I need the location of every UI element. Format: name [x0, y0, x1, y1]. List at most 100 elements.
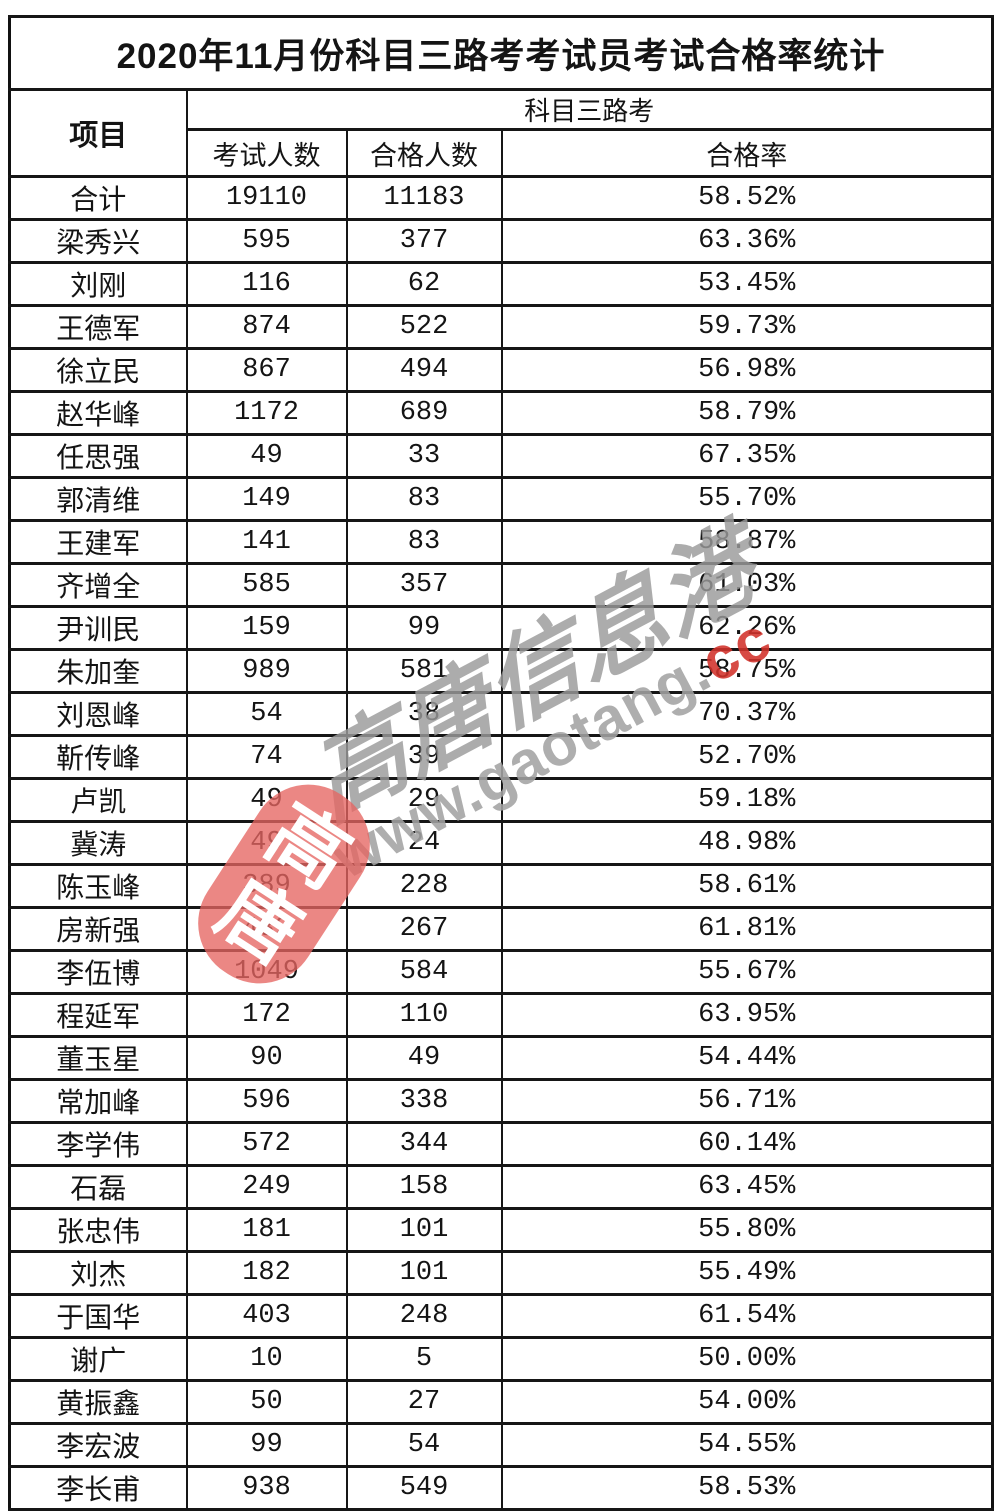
cell-name: 于国华: [8, 1293, 188, 1339]
cell-name: 梁秀兴: [8, 218, 188, 264]
cell-passed: 54: [345, 1422, 503, 1468]
table-row: 李宏波 99 54 54.55%: [8, 1422, 994, 1468]
cell-name: 石磊: [8, 1164, 188, 1210]
cell-rate: 58.79%: [500, 390, 994, 436]
table-row: 梁秀兴 595 377 63.36%: [8, 218, 994, 264]
cell-rate: 59.18%: [500, 777, 994, 823]
cell-rate: 54.44%: [500, 1035, 994, 1081]
cell-passed: 5: [345, 1336, 503, 1382]
cell-name: 卢凯: [8, 777, 188, 823]
cell-rate: 54.00%: [500, 1379, 994, 1425]
table-row: 董玉星 90 49 54.44%: [8, 1035, 994, 1081]
table-row: 郭清维 149 83 55.70%: [8, 476, 994, 522]
cell-passed: 24: [345, 820, 503, 866]
cell-examined: 10: [185, 1336, 348, 1382]
cell-passed: 11183: [345, 175, 503, 221]
cell-passed: 248: [345, 1293, 503, 1339]
cell-rate: 63.45%: [500, 1164, 994, 1210]
cell-name: 齐增全: [8, 562, 188, 608]
cell-examined: 989: [185, 648, 348, 694]
cell-examined: 182: [185, 1250, 348, 1296]
cell-examined: 99: [185, 1422, 348, 1468]
cell-name: 李伍博: [8, 949, 188, 995]
table-row: 合计 19110 11183 58.52%: [8, 175, 994, 221]
table-row: 赵华峰 1172 689 58.79%: [8, 390, 994, 436]
cell-rate: 58.75%: [500, 648, 994, 694]
table-row: 谢广 10 5 50.00%: [8, 1336, 994, 1382]
table-row: 王建军 141 83 58.87%: [8, 519, 994, 565]
cell-passed: 39: [345, 734, 503, 780]
cell-rate: 56.98%: [500, 347, 994, 393]
cell-examined: 1049: [185, 949, 348, 995]
cell-passed: 158: [345, 1164, 503, 1210]
table-row: 程延军 172 110 63.95%: [8, 992, 994, 1038]
cell-passed: 29: [345, 777, 503, 823]
cell-name: 刘刚: [8, 261, 188, 307]
cell-examined: 19110: [185, 175, 348, 221]
cell-rate: 53.45%: [500, 261, 994, 307]
table-row: 石磊 249 158 63.45%: [8, 1164, 994, 1210]
group-header-row: 项目 科目三路考: [8, 88, 994, 178]
cell-rate: 50.00%: [500, 1336, 994, 1382]
cell-rate: 61.54%: [500, 1293, 994, 1339]
cell-passed: 581: [345, 648, 503, 694]
table-row: 常加峰 596 338 56.71%: [8, 1078, 994, 1124]
cell-rate: 54.55%: [500, 1422, 994, 1468]
cell-examined: 867: [185, 347, 348, 393]
cell-rate: 58.87%: [500, 519, 994, 565]
title-row: 2020年11月份科目三路考考试员考试合格率统计: [8, 15, 994, 91]
cell-rate: 55.67%: [500, 949, 994, 995]
cell-passed: 101: [345, 1207, 503, 1253]
cell-examined: 74: [185, 734, 348, 780]
table-row: 黄振鑫 50 27 54.00%: [8, 1379, 994, 1425]
cell-rate: 61.81%: [500, 906, 994, 952]
header-item: 项目: [8, 88, 188, 178]
cell-passed: 494: [345, 347, 503, 393]
cell-name: 李宏波: [8, 1422, 188, 1468]
cell-name: 李长甫: [8, 1465, 188, 1511]
cell-passed: 49: [345, 1035, 503, 1081]
cell-examined: 585: [185, 562, 348, 608]
cell-name: 常加峰: [8, 1078, 188, 1124]
cell-passed: 357: [345, 562, 503, 608]
cell-examined: 249: [185, 1164, 348, 1210]
cell-name: 王建军: [8, 519, 188, 565]
table-row: 刘刚 116 62 53.45%: [8, 261, 994, 307]
cell-passed: 33: [345, 433, 503, 479]
cell-passed: 338: [345, 1078, 503, 1124]
header-examined-count: 考试人数: [185, 128, 348, 178]
cell-examined: 1172: [185, 390, 348, 436]
cell-name: 刘恩峰: [8, 691, 188, 737]
table-row: 于国华 403 248 61.54%: [8, 1293, 994, 1339]
cell-examined: 90: [185, 1035, 348, 1081]
cell-name: 朱加奎: [8, 648, 188, 694]
column-header-row: 考试人数 合格人数 合格率: [10, 128, 994, 178]
cell-rate: 48.98%: [500, 820, 994, 866]
table-row: 李伍博 1049 584 55.67%: [8, 949, 994, 995]
table-row: 刘恩峰 54 38 70.37%: [8, 691, 994, 737]
table-row: 齐增全 585 357 61.03%: [8, 562, 994, 608]
cell-examined: 572: [185, 1121, 348, 1167]
cell-examined: 116: [185, 261, 348, 307]
cell-name: 程延军: [8, 992, 188, 1038]
cell-examined: 389: [185, 863, 348, 909]
cell-rate: 58.52%: [500, 175, 994, 221]
cell-name: 谢广: [8, 1336, 188, 1382]
cell-examined: 938: [185, 1465, 348, 1511]
table-row: 徐立民 867 494 56.98%: [8, 347, 994, 393]
cell-examined: 54: [185, 691, 348, 737]
cell-passed: 689: [345, 390, 503, 436]
cell-name: 王德军: [8, 304, 188, 350]
cell-passed: 344: [345, 1121, 503, 1167]
cell-passed: 62: [345, 261, 503, 307]
table-row: 冀涛 49 24 48.98%: [8, 820, 994, 866]
cell-name: 任思强: [8, 433, 188, 479]
cell-name: 董玉星: [8, 1035, 188, 1081]
table-row: 李长甫 938 549 58.53%: [8, 1465, 994, 1511]
cell-name: 刘杰: [8, 1250, 188, 1296]
cell-examined: 49: [185, 433, 348, 479]
cell-passed: 267: [345, 906, 503, 952]
table-row: 任思强 49 33 67.35%: [8, 433, 994, 479]
header-subject-group: 科目三路考: [185, 88, 994, 131]
